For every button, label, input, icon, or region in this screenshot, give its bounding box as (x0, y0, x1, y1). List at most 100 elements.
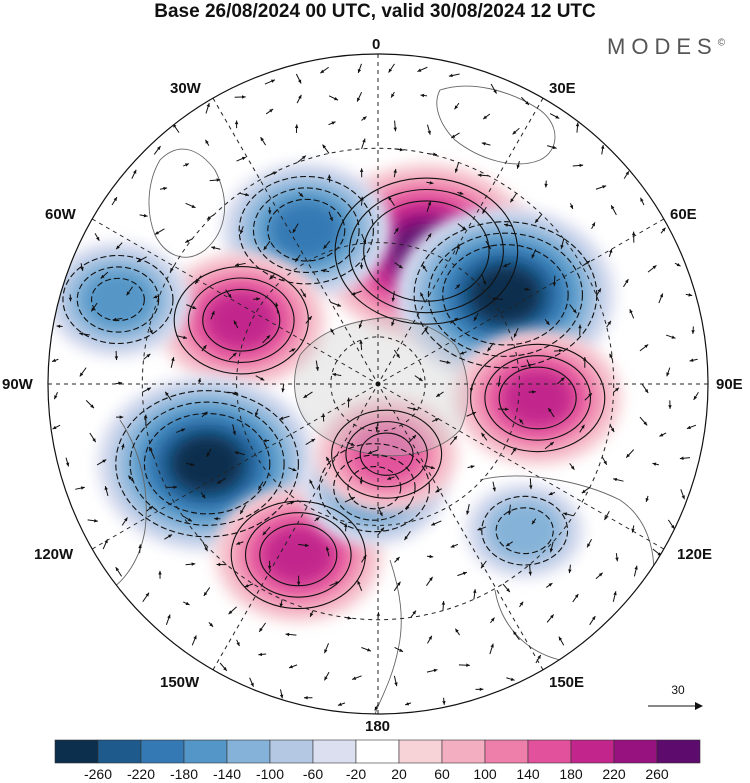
wind-arrow (377, 527, 385, 536)
wind-arrow (422, 264, 428, 272)
wind-arrow (330, 328, 335, 335)
wind-arrow (426, 181, 434, 185)
wind-arrow (115, 566, 123, 577)
japan-negative-anomaly (464, 482, 585, 579)
wind-arrow (304, 696, 313, 700)
east-siberia-positive-anomaly (314, 396, 460, 513)
wind-arrow (487, 342, 494, 352)
modes-logo: MODES© (607, 34, 725, 60)
brand-text: MODES (607, 34, 718, 59)
wind-arrow (357, 63, 362, 74)
wind-arrow (427, 635, 433, 644)
wind-arrow (449, 317, 459, 324)
north-pole-marker (375, 381, 381, 387)
wind-arrow (234, 262, 246, 267)
wind-arrow (608, 248, 613, 257)
wind-arrow (303, 391, 313, 399)
wind-arrow (549, 541, 554, 553)
wind-arrow (546, 614, 555, 623)
wind-arrow (612, 591, 617, 602)
wind-arrow (426, 554, 434, 559)
colorbar-tick-label: -260 (83, 766, 113, 782)
contour-line (331, 409, 443, 499)
contour-line (333, 454, 416, 521)
wind-arrow (568, 564, 572, 574)
wind-arrow (210, 310, 215, 320)
wind-arrow (325, 546, 330, 557)
wind-arrow (534, 214, 543, 224)
wind-arrow (625, 449, 635, 458)
wind-arrow (613, 477, 624, 482)
contour-line (143, 412, 271, 515)
contour-line (238, 175, 374, 285)
wind-arrow (297, 155, 307, 163)
contour-line (318, 443, 430, 533)
colorbar-swatch (226, 739, 271, 764)
wind-arrow (202, 541, 208, 552)
wind-arrow (509, 193, 517, 203)
wind-arrow (227, 391, 239, 395)
wind-arrow (457, 223, 467, 231)
wind-arrow (344, 496, 356, 503)
colorbar-swatch (570, 739, 615, 764)
contour-line (348, 188, 504, 314)
wind-arrow (569, 203, 574, 210)
wind-arrow (441, 601, 446, 611)
wind-arrow (104, 485, 109, 496)
wind-arrow (121, 517, 128, 526)
wind-arrow (451, 132, 460, 139)
wind-arrow (435, 488, 442, 493)
lon-label-120w: 120W (34, 546, 74, 563)
wind-arrow (197, 377, 202, 385)
wind-arrow (80, 263, 84, 271)
wind-arrow (531, 518, 537, 525)
wind-arrow (490, 83, 497, 94)
wind-arrow (686, 424, 697, 430)
colorbar-tick-label: -20 (345, 766, 367, 782)
latitude-circle (141, 147, 615, 621)
wind-arrow (503, 262, 511, 268)
wind-arrow (528, 390, 536, 394)
wind-arrow (531, 249, 537, 259)
wind-arrow (128, 475, 133, 482)
lon-label-60e: 60E (670, 206, 697, 223)
lon-label-150e: 150E (549, 674, 585, 691)
wind-arrow (552, 275, 557, 287)
contour-line (252, 187, 360, 273)
wind-arrow (560, 238, 565, 249)
wind-arrow (578, 324, 582, 336)
wind-arrow (639, 344, 649, 352)
wind-arrow (206, 448, 212, 457)
wind-arrow (96, 459, 107, 466)
wind-arrow (520, 96, 530, 106)
wind-arrow (298, 543, 309, 547)
wind-arrow (502, 583, 511, 593)
wind-arrow (426, 124, 431, 135)
map-title: Base 26/08/2024 00 UTC, valid 30/08/2024… (154, 1, 596, 22)
lon-label-0: 0 (372, 36, 381, 53)
wind-arrow (689, 358, 698, 362)
contour-lines (62, 175, 606, 610)
wind-arrow (236, 639, 240, 647)
wind-arrow (393, 581, 401, 592)
wind-arrow (183, 601, 190, 606)
wind-arrow (596, 288, 602, 296)
wind-arrow (631, 231, 636, 243)
wind-arrow (233, 320, 239, 329)
colorbar-tick-label: 60 (434, 766, 450, 782)
wind-arrow (274, 302, 279, 314)
contour-line (202, 288, 281, 352)
lon-label-120e: 120E (677, 546, 713, 563)
wind-arrow (482, 206, 487, 214)
wind-arrow (185, 202, 196, 209)
wind-arrow (615, 553, 619, 562)
wind-arrow (79, 332, 90, 336)
wind-arrow (329, 581, 340, 587)
wind-arrow (142, 592, 150, 603)
wind-arrow (357, 580, 363, 591)
colorbar-swatch (613, 739, 658, 764)
wind-arrow (572, 163, 584, 168)
wind-arrow (640, 197, 645, 206)
wind-arrow (609, 353, 613, 360)
